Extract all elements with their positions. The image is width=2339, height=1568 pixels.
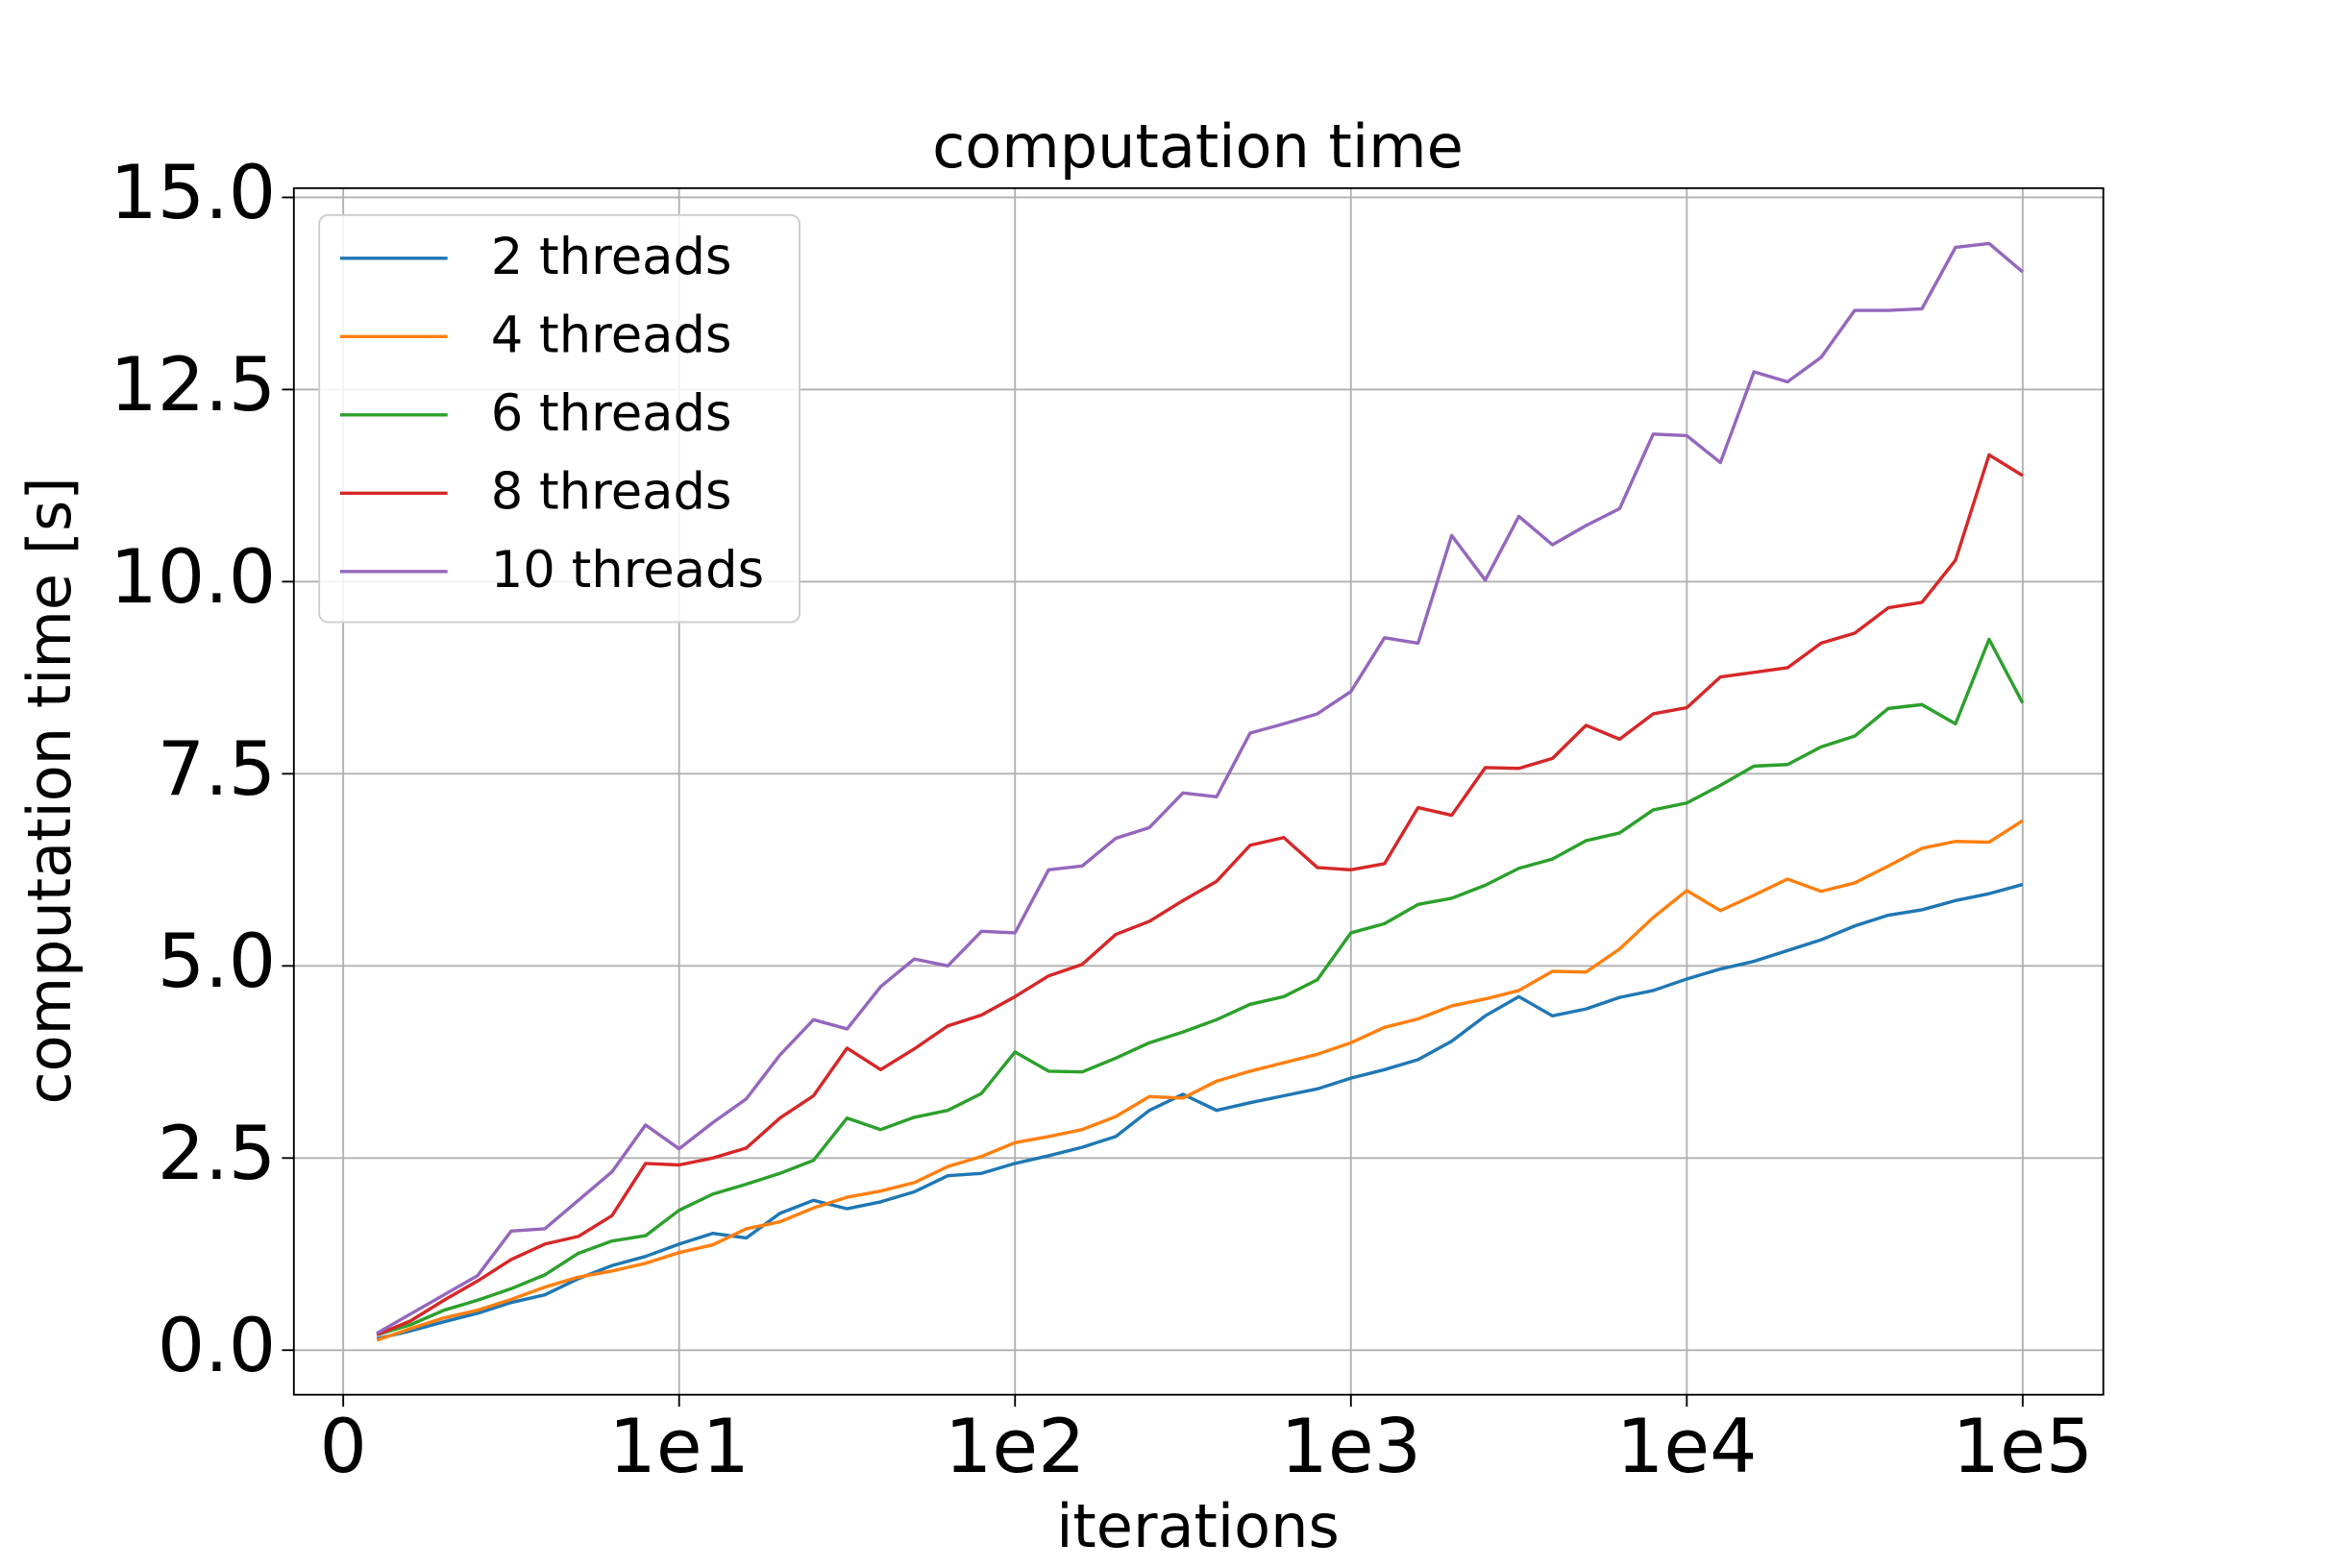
plot-frame [292, 186, 2105, 1396]
y-tick-label: 2.5 [158, 1111, 276, 1197]
series-line [376, 882, 2024, 1340]
y-axis-label: computation time [s] [14, 477, 85, 1104]
x-tick-label: 1e5 [1953, 1404, 2094, 1490]
legend: 2 threads 4 threads 6 threads 8 threads 10 t… [318, 213, 800, 624]
x-axis-label: iterations [1056, 1491, 1340, 1561]
x-tick-label: 1e3 [1281, 1404, 1422, 1490]
legend-label: 2 threads [491, 228, 732, 286]
series-line [376, 453, 2024, 1336]
x-tick-label: 1e2 [945, 1404, 1086, 1490]
y-tick-label: 15.0 [110, 150, 276, 236]
legend-label: 8 threads [491, 462, 732, 521]
legend-label: 6 threads [491, 384, 732, 443]
x-tick-label: 1e1 [608, 1404, 750, 1490]
y-tick-label: 7.5 [158, 726, 276, 813]
legend-label: 4 threads [491, 306, 732, 365]
legend-box [318, 213, 800, 624]
y-tick-label: 12.5 [110, 342, 276, 429]
x-tick-label: 1e4 [1616, 1404, 1758, 1490]
legend-label: 10 threads [491, 541, 764, 600]
y-tick-label: 0.0 [158, 1303, 276, 1389]
chart-title: computation time [932, 111, 1464, 182]
series-line [376, 241, 2024, 1335]
y-tick-label: 10.0 [110, 534, 276, 621]
series-line [376, 819, 2024, 1342]
series-line [376, 637, 2025, 1336]
x-tick-label: 0 [319, 1404, 366, 1490]
y-tick-label: 5.0 [158, 919, 276, 1005]
